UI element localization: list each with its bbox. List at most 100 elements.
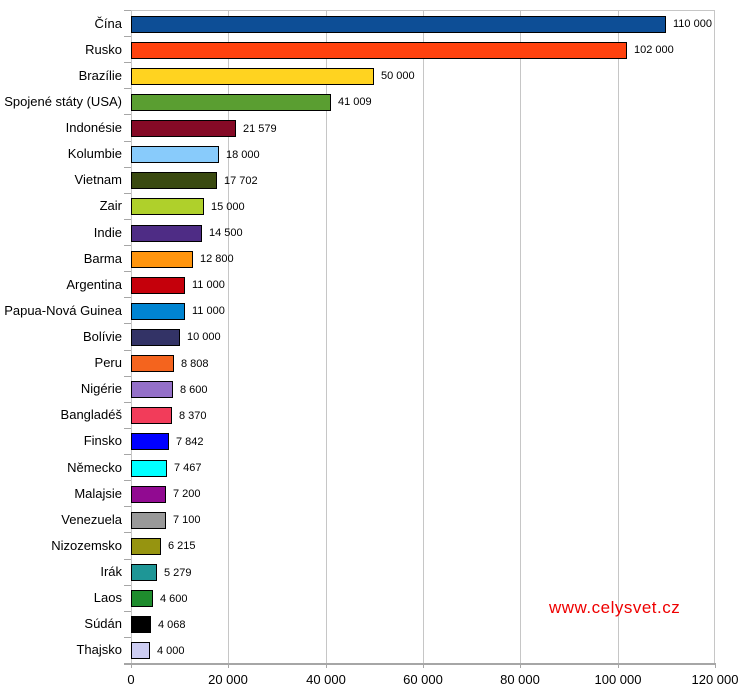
value-label: 18 000	[226, 148, 260, 161]
y-axis-tick	[124, 245, 131, 246]
value-label: 4 600	[160, 592, 188, 605]
bar	[131, 564, 157, 582]
y-axis-tick	[124, 10, 131, 11]
x-axis-tick	[326, 663, 327, 668]
gridline	[423, 11, 424, 664]
category-label: Brazílie	[78, 67, 122, 83]
bar	[131, 433, 169, 451]
category-label: Finsko	[83, 433, 122, 449]
bar	[131, 15, 666, 33]
category-label: Spojené státy (USA)	[4, 93, 122, 109]
value-label: 10 000	[187, 331, 221, 344]
value-label: 7 467	[174, 462, 202, 475]
value-label: 110 000	[673, 18, 712, 31]
y-axis-tick	[124, 141, 131, 142]
x-axis-tick	[228, 663, 229, 668]
y-axis-tick	[124, 611, 131, 612]
value-label: 8 808	[181, 357, 209, 370]
bar	[131, 459, 167, 477]
value-label: 4 068	[158, 618, 186, 631]
value-label: 5 279	[164, 566, 192, 579]
bar	[131, 172, 217, 190]
y-axis-tick	[124, 297, 131, 298]
y-axis-tick	[124, 323, 131, 324]
bar	[131, 537, 161, 555]
category-label: Irák	[100, 564, 122, 580]
category-label: Rusko	[85, 41, 122, 57]
category-label: Peru	[94, 355, 122, 371]
category-label: Papua-Nová Guinea	[4, 302, 122, 318]
category-label: Súdán	[84, 616, 122, 632]
value-label: 11 000	[192, 279, 225, 292]
watermark: www.celysvet.cz	[549, 598, 681, 617]
value-label: 41 009	[338, 96, 372, 109]
bar	[131, 329, 180, 346]
bar	[131, 511, 166, 529]
value-label: 50 000	[381, 70, 415, 83]
category-label: Bangladéš	[60, 407, 122, 423]
gridline	[618, 11, 619, 664]
category-label: Bolívie	[82, 328, 122, 344]
y-axis-tick	[124, 454, 131, 455]
category-label: Indie	[93, 224, 122, 240]
x-tick-label: 40 000	[306, 672, 346, 687]
category-label: Kolumbie	[67, 146, 122, 162]
gridline	[326, 11, 327, 664]
category-label: Thajsko	[76, 642, 122, 658]
value-label: 21 579	[243, 122, 277, 135]
y-axis-tick	[124, 402, 131, 403]
x-tick-label: 100 000	[594, 672, 642, 687]
bar	[131, 302, 185, 320]
category-label: Nizozemsko	[51, 537, 122, 553]
x-axis-tick	[131, 663, 132, 668]
bar	[131, 355, 174, 373]
value-label: 4 000	[157, 644, 185, 657]
y-axis-tick	[124, 114, 131, 115]
value-label: 7 200	[173, 488, 201, 501]
x-axis-tick	[618, 663, 619, 668]
y-axis-tick	[124, 36, 131, 37]
bar	[131, 198, 204, 216]
value-label: 8 370	[179, 409, 207, 422]
category-label: Argentina	[66, 276, 122, 292]
y-axis-tick	[124, 637, 131, 638]
category-label: Nigérie	[80, 381, 122, 397]
y-axis-tick	[124, 506, 131, 507]
y-axis-tick	[124, 271, 131, 272]
value-label: 14 500	[209, 227, 243, 239]
value-label: 11 000	[192, 305, 225, 318]
y-axis-tick	[124, 376, 131, 377]
bar	[131, 120, 236, 138]
y-axis-tick	[124, 585, 131, 586]
bar	[131, 93, 331, 111]
y-axis-tick	[124, 428, 131, 429]
value-label: 102 000	[634, 44, 674, 57]
bar	[131, 146, 219, 164]
category-label: Malajsie	[74, 485, 122, 501]
y-axis-tick	[124, 167, 131, 168]
bar	[131, 407, 172, 425]
bar	[131, 642, 150, 660]
category-label: Vietnam	[74, 172, 122, 188]
y-axis-tick	[124, 219, 131, 220]
x-axis-tick	[520, 663, 521, 668]
value-label: 17 702	[224, 174, 258, 187]
x-tick-label: 20 000	[208, 672, 248, 687]
gridline	[520, 11, 521, 664]
category-label: Indonésie	[65, 120, 122, 136]
bar	[131, 41, 627, 59]
plot-area: 110 000 102 000 50 000 41 009 21 579 18 000 17…	[131, 10, 715, 664]
y-axis-tick	[124, 62, 131, 63]
value-label: 7 100	[173, 514, 201, 527]
category-label: Barma	[83, 250, 122, 266]
gridline	[714, 11, 715, 664]
bar	[131, 590, 153, 608]
value-label: 12 800	[200, 253, 234, 266]
x-tick-label: 120 000	[691, 672, 739, 687]
y-axis-tick	[124, 532, 131, 533]
x-tick-label: 0	[127, 672, 135, 687]
bar	[131, 250, 193, 268]
gridline	[228, 11, 229, 664]
y-axis-tick	[124, 88, 131, 89]
